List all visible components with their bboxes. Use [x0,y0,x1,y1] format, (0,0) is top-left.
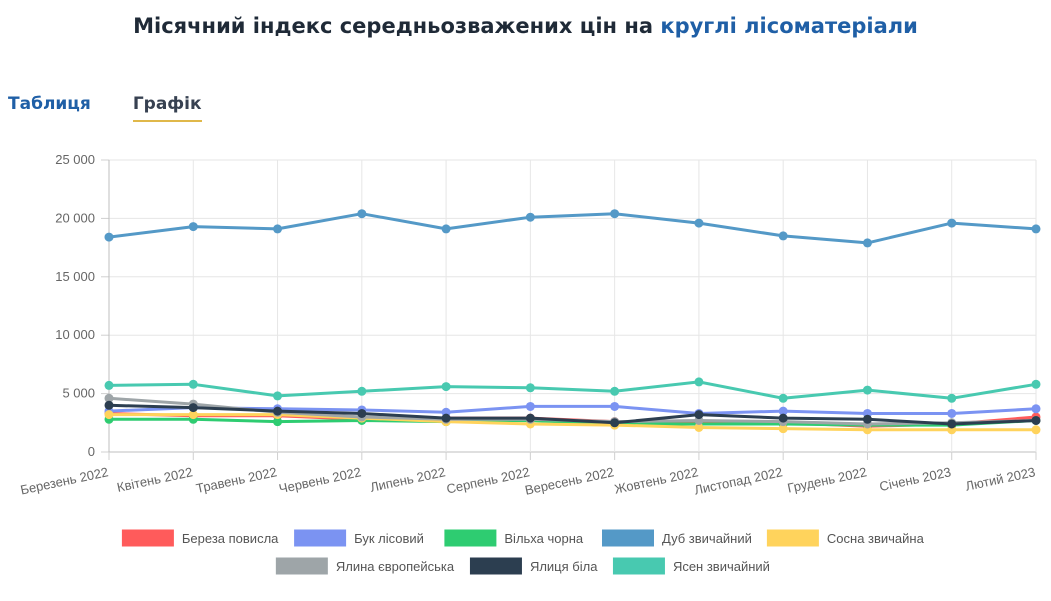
y-tick-label: 25 000 [55,152,95,167]
legend-label: Береза повисла [182,531,279,546]
legend-swatch [602,529,654,547]
x-tick-label: Квітень 2022 [116,464,194,495]
legend-label: Дуб звичайний [662,531,752,546]
data-point [188,410,198,420]
data-point [273,224,283,234]
legend-label: Ялина європейська [336,559,455,574]
legend-label: Бук лісовий [354,531,424,546]
data-point [104,380,114,390]
legend-swatch [444,529,497,547]
y-tick-label: 20 000 [55,210,95,225]
y-tick-label: 10 000 [55,327,95,342]
series-line [109,413,1036,432]
data-point [778,406,788,416]
x-tick-label: Листопад 2022 [693,464,784,497]
series-line [108,212,1037,245]
data-point [694,377,704,387]
data-point [273,406,283,416]
data-point [188,222,198,232]
x-tick-label: Березень 2022 [19,464,110,497]
data-point [694,218,704,228]
data-point [947,393,957,403]
data-point [188,379,198,389]
series-line [108,404,1037,415]
data-point [525,383,535,393]
data-point [1031,425,1041,435]
data-point [694,410,704,420]
data-point [1031,224,1041,234]
x-tick-label: Грудень 2022 [786,464,868,495]
data-point [104,400,114,410]
data-point [1031,404,1041,414]
data-point [357,209,367,219]
y-tick-label: 5 000 [62,386,95,401]
legend-label: Сосна звичайна [827,531,925,546]
data-point [778,393,788,403]
data-point [441,224,451,234]
data-point [357,408,367,418]
data-point [104,393,114,403]
x-tick-label: Серпень 2022 [445,464,531,496]
legend-label: Вільха чорна [504,531,584,546]
series-line [108,403,1037,426]
data-point [610,401,620,411]
data-point [104,410,114,420]
data-point [778,413,788,423]
data-point [947,408,957,418]
x-tick-label: Лютий 2023 [964,464,1037,493]
legend-label: Ясен звичайний [673,559,770,574]
data-point [862,414,872,424]
data-point [610,418,620,428]
legend-swatch [612,557,665,575]
title-accent-link[interactable]: круглі лісоматеріали [660,14,918,38]
data-point [610,386,620,396]
x-tick-label: Жовтень 2022 [613,464,699,496]
data-point [525,212,535,222]
title-main: Місячний індекс середньозважених цін на [133,14,654,38]
data-point [778,424,788,434]
data-point [188,403,198,413]
data-point [862,385,872,395]
y-tick-label: 0 [88,444,95,459]
data-point [1031,415,1041,425]
data-point [357,386,367,396]
data-point [525,413,535,423]
data-point [862,238,872,248]
x-tick-label: Червень 2022 [278,464,363,496]
data-point [525,401,535,411]
data-point [273,417,283,427]
data-point [947,419,957,429]
view-tabs: Таблиця Графік [8,94,202,122]
page-title: Місячний індекс середньозважених цін на … [0,14,1051,38]
tab-chart[interactable]: Графік [132,94,202,122]
data-point [441,382,451,392]
x-tick-label: Травень 2022 [195,464,278,496]
data-point [104,232,114,242]
legend-label: Ялиця біла [530,559,598,574]
series-line [108,380,1037,400]
legend-swatch [469,557,522,575]
data-point [610,209,620,219]
data-point [947,218,957,228]
data-point [273,391,283,401]
legend-swatch [294,529,347,547]
data-point [694,422,704,432]
data-point [1031,379,1041,389]
x-tick-label: Січень 2023 [878,464,952,494]
data-point [441,413,451,423]
legend-swatch [766,529,819,547]
x-tick-label: Вересень 2022 [524,464,616,498]
data-point [778,231,788,241]
legend-swatch [275,557,328,575]
y-tick-label: 15 000 [55,269,95,284]
x-tick-label: Липень 2022 [369,464,447,495]
legend-swatch [121,529,174,547]
tab-table[interactable]: Таблиця [8,94,91,114]
